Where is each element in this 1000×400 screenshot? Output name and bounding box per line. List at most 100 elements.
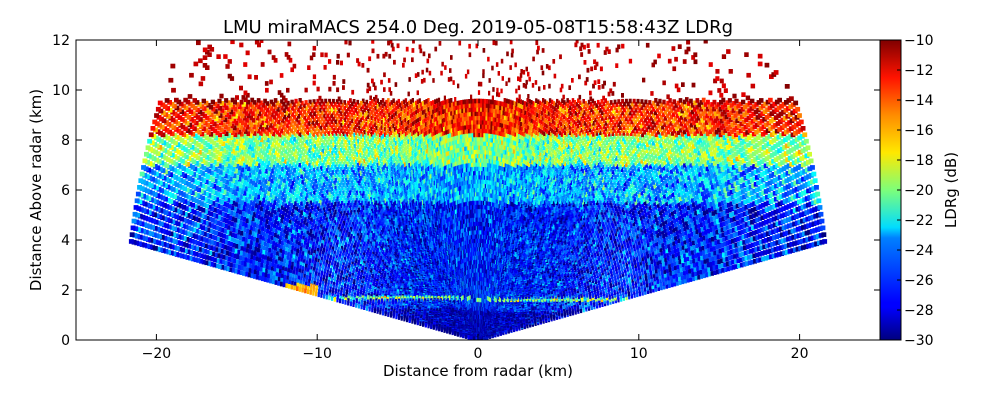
radar-cell — [680, 271, 683, 276]
radar-cell — [814, 185, 819, 190]
radar-cell — [678, 272, 681, 277]
radar-cell — [768, 98, 773, 103]
radar-cell — [810, 165, 815, 170]
radar-cell — [691, 272, 694, 277]
radar-cell — [719, 93, 723, 98]
radar-cell — [746, 96, 750, 101]
chart-title: LMU miraMACS 254.0 Deg. 2019-05-08T15:58… — [223, 17, 733, 38]
radar-cell — [686, 270, 689, 275]
radar-cell — [702, 98, 706, 103]
radar-cell — [678, 255, 681, 260]
radar-cell — [722, 83, 726, 88]
radar-cell — [715, 69, 719, 74]
radar-cell — [744, 52, 749, 57]
radar-cell — [726, 49, 730, 54]
radar-cell — [746, 73, 751, 78]
radar-cell — [750, 99, 754, 104]
radar-cell — [680, 250, 683, 255]
radar-cell — [717, 88, 721, 93]
radar-cell — [751, 84, 756, 89]
radar-cell — [795, 107, 800, 112]
radar-cell — [715, 76, 719, 81]
radar-cell — [807, 152, 812, 157]
radar-cell — [684, 275, 687, 280]
radar-cell — [678, 242, 681, 247]
radar-cell — [822, 239, 827, 244]
radar-cell — [681, 82, 685, 87]
radar-cell — [741, 100, 745, 105]
radar-cell — [677, 248, 680, 253]
radar-cell — [758, 62, 763, 67]
radar-cell — [681, 241, 684, 246]
radar-cell — [679, 233, 682, 238]
radar-cell — [673, 99, 677, 104]
radar-cell — [758, 54, 763, 59]
radar-cell — [806, 145, 811, 150]
radar-cell — [732, 94, 736, 99]
radar-cell — [677, 234, 680, 239]
radar-cell — [741, 92, 745, 97]
radar-cell — [675, 84, 679, 89]
radar-cell — [681, 275, 684, 280]
radar-cell — [722, 54, 726, 59]
radar-cell — [686, 256, 689, 261]
radar-cell — [693, 263, 696, 268]
radar-cell — [692, 83, 696, 88]
radar-cell — [759, 98, 764, 103]
radar-cell — [677, 268, 680, 273]
radar-cell — [695, 276, 698, 281]
radar-cell — [813, 178, 818, 183]
radar-cell — [689, 273, 692, 278]
radar-cell — [713, 100, 717, 105]
radar-cell — [684, 257, 687, 262]
radar-cell — [774, 70, 779, 75]
radar-cell — [683, 253, 686, 258]
radar-cell — [816, 198, 821, 203]
radar-cell — [682, 249, 685, 254]
radar-cell — [809, 159, 814, 164]
radar-cell — [682, 245, 685, 250]
radar-cell — [793, 101, 798, 106]
radar-cell — [684, 240, 687, 245]
radar-cell — [683, 271, 686, 276]
radar-cell — [815, 192, 820, 197]
radar-cell — [797, 113, 802, 118]
radar-cell — [706, 100, 710, 105]
radar-cell — [785, 84, 790, 89]
radar-cell — [697, 271, 700, 276]
radar-cell — [709, 62, 713, 67]
radar-cell — [687, 261, 690, 266]
radar-cell — [802, 132, 807, 137]
radar-cell — [684, 261, 687, 266]
radar-cell — [734, 99, 738, 104]
radar-cell — [818, 205, 823, 210]
radar-cell — [686, 274, 689, 279]
radar-cell — [680, 237, 683, 242]
radar-cell — [724, 88, 728, 93]
radar-cell — [728, 98, 732, 103]
radar-cell — [681, 258, 684, 263]
radar-cell — [696, 98, 700, 103]
radar-cell — [662, 100, 665, 105]
radar-cell — [679, 246, 682, 251]
radar-cell — [821, 226, 826, 231]
radar-cell — [721, 98, 725, 103]
radar-cell — [681, 279, 684, 284]
radar-cell — [804, 139, 809, 144]
radar-cell — [819, 212, 824, 217]
radar-cell — [688, 269, 691, 274]
radar-cell — [680, 224, 683, 229]
radar-cell — [680, 267, 683, 272]
radar-cell — [777, 98, 782, 103]
radar-cell — [801, 126, 806, 131]
radar-cell — [685, 248, 688, 253]
radar-cell — [681, 228, 684, 233]
radar-cell — [685, 97, 689, 102]
radar-cell — [679, 259, 682, 264]
radar-cell — [684, 279, 687, 284]
radar-cell — [682, 262, 685, 267]
radar-cell — [695, 258, 698, 263]
radar-cell — [682, 232, 685, 237]
radar-cell — [811, 172, 816, 177]
